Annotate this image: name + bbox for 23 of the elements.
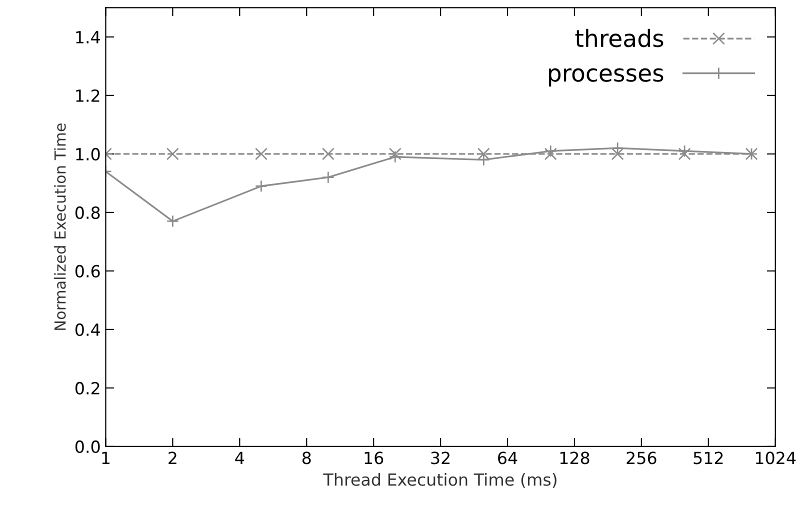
y-tick-label: 0.4 <box>75 323 100 336</box>
y-tick-label: 1.4 <box>76 31 100 44</box>
x-axis-title: Thread Execution Time (ms) <box>323 473 556 488</box>
y-tick-label: 0.6 <box>75 264 100 278</box>
x-tick-label: 1 <box>102 452 110 464</box>
y-axis-title: Normalized Execution Time <box>54 124 66 330</box>
legend-label: threads <box>575 28 664 48</box>
x-tick-label: 16 <box>364 452 384 464</box>
x-tick-label: 8 <box>302 452 311 464</box>
x-tick-label: 512 <box>694 452 723 464</box>
y-tick-label: 1.2 <box>76 89 100 102</box>
x-tick-label: 2 <box>168 452 176 464</box>
y-tick-label: 0.2 <box>75 382 100 395</box>
x-tick-label: 4 <box>235 452 244 464</box>
y-tick-label: 0.8 <box>75 206 100 220</box>
x-tick-label: 256 <box>626 452 656 464</box>
legend-label: processes <box>548 68 664 86</box>
y-tick-label: 1.0 <box>76 148 100 161</box>
x-tick-label: 128 <box>560 452 590 464</box>
x-tick-label: 64 <box>498 452 518 464</box>
y-tick-label: 0.0 <box>75 440 100 454</box>
x-tick-label: 32 <box>431 452 450 464</box>
x-tick-label: 1024 <box>756 452 796 464</box>
